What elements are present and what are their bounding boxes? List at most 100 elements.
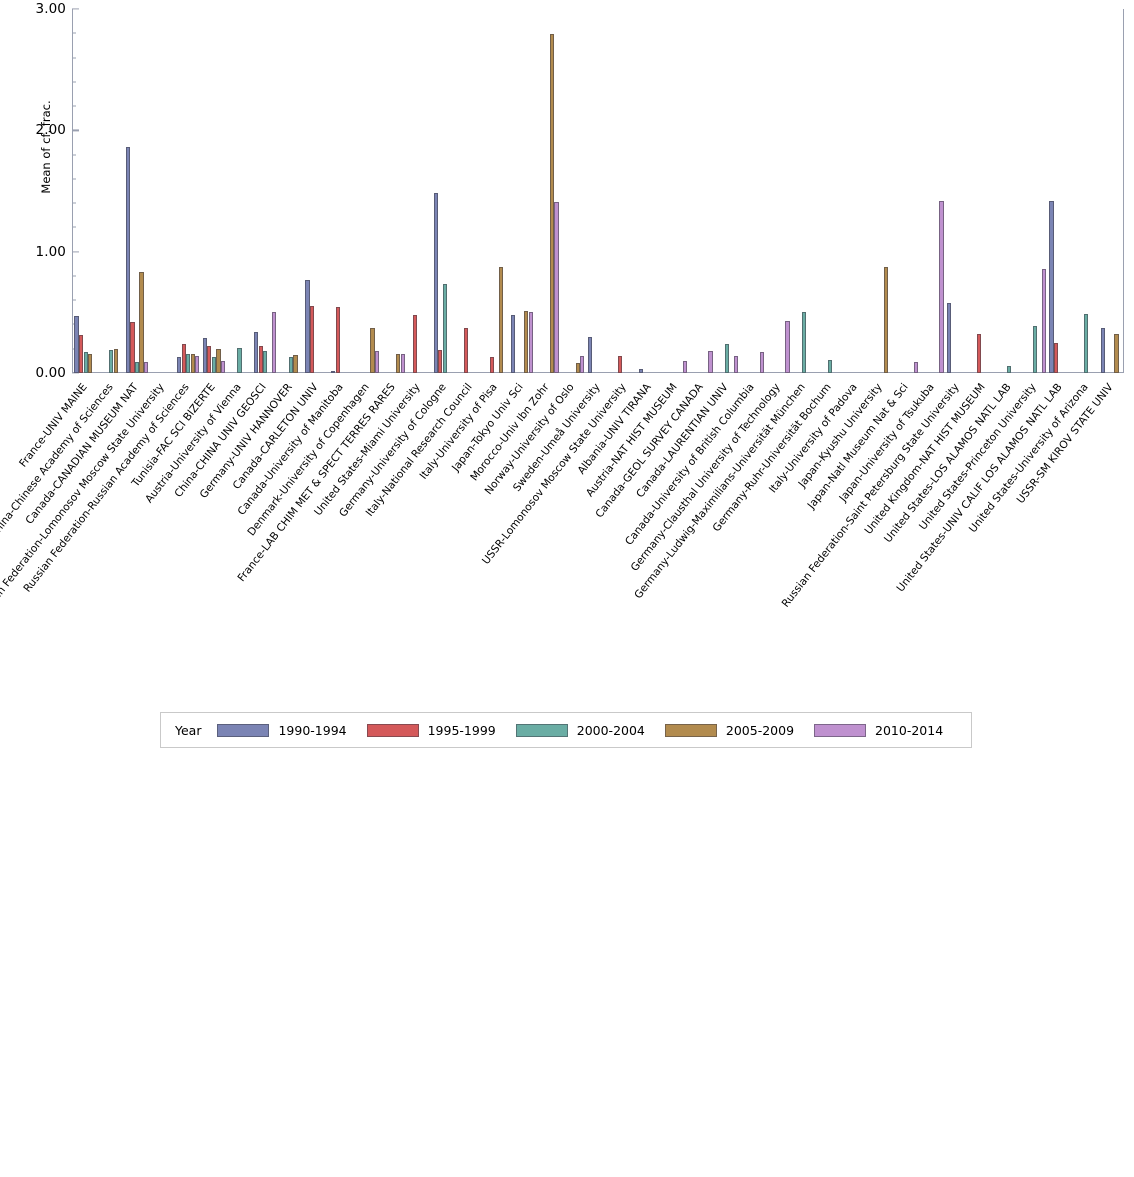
bar-group [228, 9, 251, 373]
bar[interactable] [463, 328, 469, 373]
bar-group [202, 9, 226, 373]
bar[interactable] [587, 336, 592, 373]
bar[interactable] [1007, 365, 1012, 373]
bar-group [665, 9, 688, 373]
bar[interactable] [528, 312, 534, 373]
bar[interactable] [883, 267, 888, 373]
bar[interactable] [190, 353, 195, 373]
bar[interactable] [1032, 325, 1038, 373]
bar[interactable] [1114, 334, 1119, 373]
bar[interactable] [143, 362, 149, 373]
bar[interactable] [331, 370, 336, 373]
bar[interactable] [186, 353, 191, 373]
bar[interactable] [216, 348, 221, 373]
bar[interactable] [575, 363, 580, 373]
y-tick-major [72, 8, 79, 10]
x-axis-tick-label: United States-Princeton University [917, 381, 1039, 533]
bar[interactable] [400, 353, 405, 373]
bar[interactable] [74, 315, 79, 373]
bar[interactable] [524, 311, 529, 373]
bar[interactable] [237, 347, 242, 373]
bar[interactable] [617, 356, 623, 373]
bar[interactable] [83, 352, 88, 373]
bar[interactable] [305, 279, 310, 373]
bar[interactable] [1100, 328, 1105, 373]
bar[interactable] [759, 352, 764, 373]
bar[interactable] [682, 360, 687, 373]
bar[interactable] [1042, 268, 1047, 373]
bar[interactable] [195, 356, 200, 373]
bar-group [1024, 9, 1047, 373]
y-tick-minor [72, 299, 76, 301]
legend-item[interactable]: 1995-1999 [366, 723, 496, 738]
legend-item[interactable]: 2000-2004 [515, 722, 645, 738]
bar[interactable] [139, 272, 144, 373]
bar[interactable] [335, 307, 340, 373]
bar[interactable] [554, 201, 559, 373]
bar[interactable] [113, 348, 118, 373]
bar[interactable] [1049, 200, 1054, 373]
bar[interactable] [202, 337, 207, 373]
bar[interactable] [1054, 342, 1059, 373]
bar[interactable] [489, 357, 494, 373]
bar[interactable] [725, 343, 730, 373]
bar[interactable] [254, 331, 259, 373]
bar[interactable] [913, 362, 918, 373]
bar-group [793, 9, 816, 373]
bar[interactable] [438, 349, 443, 373]
y-tick-minor [72, 323, 76, 325]
bar[interactable] [395, 353, 401, 373]
plot-area [72, 9, 1124, 373]
bar[interactable] [125, 147, 130, 373]
bar[interactable] [638, 369, 644, 373]
bar[interactable] [263, 351, 268, 373]
bar[interactable] [946, 302, 952, 373]
bar[interactable] [442, 284, 447, 373]
bar[interactable] [708, 351, 713, 373]
bar[interactable] [412, 314, 417, 373]
legend: Year 1990-1994 1995-1999 2000-2004 2005-200… [160, 712, 972, 748]
bar[interactable] [134, 362, 140, 373]
bar[interactable] [370, 328, 375, 373]
bar[interactable] [977, 334, 982, 373]
bar[interactable] [130, 322, 135, 373]
bar[interactable] [220, 360, 226, 373]
legend-label: 2005-2009 [725, 722, 795, 738]
bar[interactable] [785, 320, 790, 373]
bar[interactable] [580, 356, 585, 373]
bar[interactable] [827, 359, 832, 373]
bar[interactable] [510, 314, 515, 373]
bar[interactable] [801, 312, 807, 373]
bar[interactable] [207, 346, 212, 373]
bar[interactable] [258, 346, 263, 373]
bar[interactable] [374, 351, 380, 373]
bar[interactable] [88, 353, 93, 373]
x-axis-tick-label: Germany-Ruhr-Universität Bochum [710, 381, 834, 535]
bar[interactable] [211, 357, 217, 373]
bar[interactable] [109, 349, 114, 373]
bar[interactable] [181, 343, 186, 373]
legend-item[interactable]: 1990-1994 [217, 723, 347, 738]
bar-group [331, 9, 354, 373]
legend-item[interactable]: 2010-2014 [814, 723, 943, 738]
bar[interactable] [309, 306, 315, 373]
bar[interactable] [79, 335, 84, 373]
bar-group [742, 9, 765, 373]
legend-item[interactable]: 2005-2009 [664, 722, 795, 738]
bar[interactable] [734, 356, 739, 373]
bar[interactable] [293, 354, 298, 373]
y-axis-title: Mean of cf, frac. [39, 100, 53, 194]
bar[interactable] [939, 200, 944, 373]
bar[interactable] [498, 267, 503, 373]
bar[interactable] [549, 34, 555, 373]
legend-label: 2000-2004 [576, 722, 645, 738]
bar[interactable] [1084, 313, 1089, 373]
bar-group [280, 9, 303, 373]
bar[interactable] [177, 357, 182, 373]
bar[interactable] [288, 357, 293, 373]
x-axis-tick-label: Germany-Ludwig-Maximilians-Universität M… [632, 381, 809, 602]
bar-group [151, 9, 174, 373]
x-axis-tick-label: United Kingdom-NAT HIST MUSEUM [862, 381, 988, 537]
bar[interactable] [433, 193, 438, 373]
bar[interactable] [272, 312, 277, 373]
